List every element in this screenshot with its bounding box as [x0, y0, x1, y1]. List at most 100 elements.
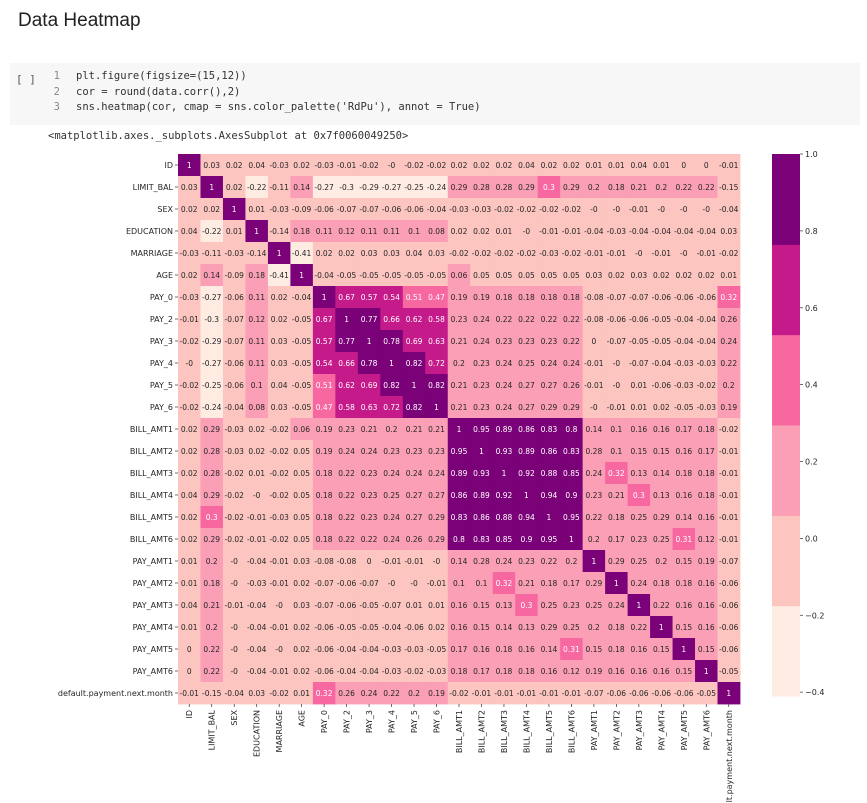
heatmap-cell — [200, 242, 224, 265]
cell-value-label: 0.18 — [675, 579, 692, 588]
cell-value-label: 0.22 — [630, 623, 647, 632]
cell-value-label: 0.25 — [383, 491, 400, 500]
heatmap-cell — [357, 396, 381, 419]
heatmap-cell — [695, 506, 718, 529]
cell-value-label: 1 — [524, 491, 529, 500]
cell-value-label: 0.01 — [630, 403, 647, 412]
heatmap-cell — [200, 682, 224, 705]
cell-value-label: 0.04 — [406, 249, 423, 258]
cell-value-label: -0 — [388, 161, 396, 170]
heatmap-cell — [560, 638, 584, 661]
cell-value-label: 0.25 — [630, 557, 647, 566]
heatmap-cell — [290, 594, 314, 617]
cell-value-label: 0.03 — [630, 271, 647, 280]
heatmap-cell — [447, 418, 471, 441]
heatmap-cell — [178, 528, 201, 551]
heatmap-cell — [492, 264, 516, 287]
cell-value-label: -0 — [275, 601, 283, 610]
heatmap-cell — [178, 352, 201, 375]
heatmap-cell — [717, 440, 741, 463]
cell-value-label: -0.05 — [292, 381, 312, 390]
heatmap-cell — [650, 616, 673, 639]
heatmap-cell — [492, 462, 516, 485]
y-tick-label: PAY_AMT4 — [133, 623, 173, 632]
colorbar-segment — [772, 334, 800, 426]
heatmap-cell — [717, 528, 741, 551]
cell-value-label: -0.05 — [427, 271, 447, 280]
heatmap-cell — [267, 550, 291, 573]
cell-value-label: 0.47 — [316, 403, 333, 412]
y-tick-label: PAY_5 — [150, 381, 173, 390]
heatmap-cell — [695, 528, 718, 551]
cell-value-label: -0.08 — [584, 293, 604, 302]
heatmap-cell — [447, 198, 471, 221]
cell-value-label: 0.22 — [361, 535, 378, 544]
cell-value-label: 0.2 — [588, 535, 600, 544]
cell-value-label: -0.06 — [629, 689, 649, 698]
cell-value-label: 0.1 — [476, 579, 488, 588]
heatmap-cell — [380, 198, 404, 221]
code-line-3: 3 sns.heatmap(cor, cmap = sns.color_palet… — [46, 100, 481, 116]
cell-value-label: -0.24 — [202, 403, 222, 412]
heatmap-cell — [582, 242, 606, 265]
cell-value-label: -0.06 — [719, 579, 739, 588]
cell-value-label: 0.02 — [653, 403, 670, 412]
cell-value-label: 0.29 — [563, 183, 580, 192]
heatmap-cell — [492, 396, 516, 419]
heatmap-cell — [335, 550, 359, 573]
cell-value-label: 0.02 — [473, 227, 490, 236]
cell-value-label: 0.02 — [293, 667, 310, 676]
cell-value-label: -0.08 — [584, 315, 604, 324]
heatmap-cell — [222, 220, 246, 243]
heatmap-cell — [402, 440, 426, 463]
cell-value-label: 0.02 — [293, 645, 310, 654]
cell-value-label: 0.04 — [271, 381, 288, 390]
heatmap-cell — [290, 484, 314, 507]
heatmap-cell — [492, 484, 516, 507]
heatmap-cell — [312, 374, 336, 397]
cell-value-label: 0.17 — [563, 579, 580, 588]
cell-value-label: -0.07 — [359, 579, 379, 588]
cell-value-label: 0.16 — [518, 645, 535, 654]
cell-value-label: -0.25 — [202, 381, 222, 390]
cell-value-label: -0.01 — [607, 403, 627, 412]
code-editor[interactable]: 1 plt.figure(figsize=(15,12)) 2 cor = roun… — [46, 69, 481, 116]
heatmap-cell — [470, 396, 494, 419]
cell-value-label: 0.24 — [406, 469, 423, 478]
heatmap-cell — [357, 374, 381, 397]
cell-value-label: 0.02 — [181, 447, 198, 456]
cell-value-label: -0.01 — [269, 579, 289, 588]
heatmap-cell — [717, 352, 741, 375]
code-cell[interactable] — [10, 63, 860, 125]
run-cell-button[interactable]: [ ] — [16, 73, 36, 86]
cell-value-label: 0.21 — [451, 337, 468, 346]
cell-value-label: 0.3 — [633, 491, 645, 500]
heatmap-cell — [470, 682, 494, 705]
heatmap-cell — [267, 440, 291, 463]
heatmap-cell — [425, 264, 449, 287]
heatmap-cell — [178, 154, 201, 177]
cell-value-label: 0.02 — [226, 183, 243, 192]
heatmap-cell — [245, 396, 269, 419]
heatmap-cell — [335, 528, 359, 551]
heatmap-cell — [380, 176, 404, 199]
cell-value-label: -0 — [230, 579, 238, 588]
heatmap-cell — [605, 594, 628, 617]
y-tick-label: PAY_AMT1 — [133, 557, 173, 566]
colorbar-segment — [772, 154, 800, 245]
cell-value-label: 0.16 — [698, 579, 715, 588]
y-tick-label: SEX — [157, 205, 173, 214]
cell-value-label: 0.18 — [203, 579, 220, 588]
heatmap-cell — [290, 682, 314, 705]
heatmap-cell — [222, 374, 246, 397]
cell-value-label: -0 — [658, 205, 666, 214]
heatmap-cell — [200, 220, 224, 243]
heatmap-cell — [245, 594, 269, 617]
heatmap-cell — [200, 638, 224, 661]
cell-value-label: 0.29 — [428, 535, 445, 544]
cell-value-label: -0.22 — [202, 227, 222, 236]
heatmap-cell — [200, 154, 224, 177]
heatmap-cell — [470, 374, 494, 397]
heatmap-cell — [312, 264, 336, 287]
heatmap-cell — [425, 682, 449, 705]
